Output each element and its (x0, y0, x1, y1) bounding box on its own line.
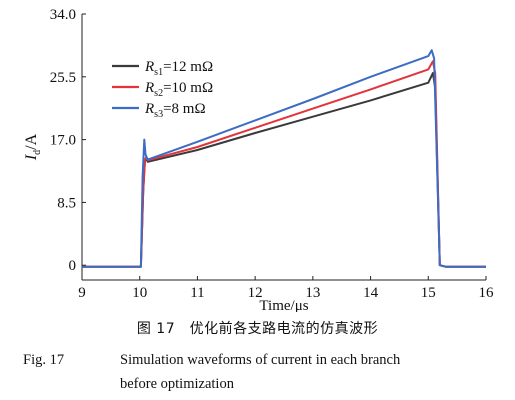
x-tick-label: 13 (305, 285, 320, 301)
series-lines (82, 49, 486, 268)
legend: Rs1=12 mΩ Rs2=10 mΩ Rs3=8 mΩ (112, 59, 213, 120)
x-tick-label: 9 (78, 285, 86, 301)
series-line-s3 (82, 49, 486, 268)
x-tick-label: 10 (132, 285, 147, 301)
y-tick-label: 34.0 (50, 7, 76, 23)
x-tick-label: 11 (190, 285, 204, 301)
caption-english-text: Simulation waveforms of current in each … (120, 352, 401, 368)
y-tick-label: 17.0 (50, 133, 76, 149)
axis-ticks: 9 10 11 12 13 14 15 16 0 8.5 17.0 25.5 34.0 (50, 7, 494, 301)
legend-label-s2: Rs2=10 mΩ (144, 80, 213, 99)
x-tick-label: 15 (421, 285, 436, 301)
x-tick-label: 14 (363, 285, 379, 301)
legend-label-s1: Rs1=12 mΩ (144, 59, 213, 78)
caption-english-line2: before optimization (120, 376, 234, 392)
x-axis-label: Time/μs (259, 298, 308, 312)
legend-label-s3: Rs3=8 mΩ (144, 101, 206, 120)
y-axis-label: Id/A (23, 133, 43, 161)
chart: 9 10 11 12 13 14 15 16 0 8.5 17.0 25.5 34.0 Rs1=12 m… (23, 7, 494, 312)
y-tick-label: 25.5 (50, 70, 76, 86)
caption-chinese: 图 17 优化前各支路电流的仿真波形 (136, 321, 379, 337)
plot-frame (81, 14, 486, 281)
x-tick-label: 16 (479, 285, 495, 301)
axis-labels: Time/μs Id/A (23, 133, 309, 312)
y-tick-label: 8.5 (57, 195, 76, 211)
caption-english-line1: Fig. 17 Simulation waveforms of current i… (23, 352, 400, 369)
x-tick-label: 12 (248, 285, 263, 301)
caption-figure-number: Fig. 17 (23, 352, 65, 368)
y-tick-label: 0 (69, 258, 77, 274)
